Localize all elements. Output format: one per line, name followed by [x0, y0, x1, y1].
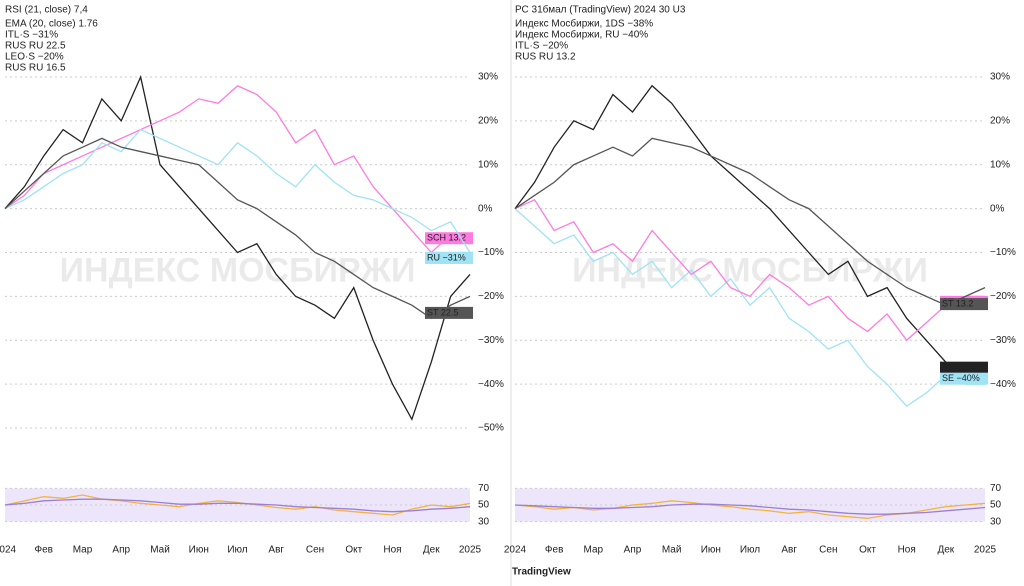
- legend-line: LEO·S −20%: [5, 52, 64, 63]
- x-tick-label: Июн: [701, 545, 721, 556]
- x-tick-label: Окт: [345, 545, 362, 556]
- y-tick-label: 70: [478, 483, 490, 494]
- series-line: [4, 137, 471, 320]
- x-tick-label: Сен: [819, 545, 837, 556]
- x-tick-label: Дек: [423, 545, 440, 556]
- x-tick-label: Июл: [227, 545, 247, 556]
- y-tick-label: 70: [990, 483, 1002, 494]
- y-tick-label: 0%: [478, 203, 493, 214]
- series-line: [514, 84, 986, 385]
- x-tick-label: Ноя: [383, 545, 401, 556]
- legend-line: EMA (20, close) 1.76: [5, 19, 98, 30]
- x-tick-label: Апр: [624, 545, 642, 556]
- chart-title: RSI (21, close) 7,4: [5, 5, 88, 16]
- price-tag: [425, 306, 473, 319]
- x-tick-label: Май: [662, 545, 682, 556]
- watermark: ИНДЕКС МОСБИРЖИ: [60, 251, 416, 289]
- price-tag-label: RU −38%: [942, 362, 981, 372]
- series-line: [514, 199, 985, 342]
- y-tick-label: −20%: [990, 291, 1016, 302]
- price-tag-label: SCH 13.2: [427, 233, 466, 243]
- x-tick-label: Июл: [740, 545, 760, 556]
- y-tick-label: −30%: [478, 335, 504, 346]
- x-tick-label: Окт: [859, 545, 876, 556]
- y-tick-label: −10%: [478, 247, 504, 258]
- y-tick-label: 10%: [478, 159, 498, 170]
- price-tag: [940, 361, 988, 374]
- y-tick-label: −20%: [478, 291, 504, 302]
- y-tick-label: 50: [478, 500, 490, 511]
- legend-line: Индекс Мосбиржи, 1DS −38%: [515, 18, 653, 30]
- legend-line: RUS RU 16.5: [5, 63, 66, 74]
- y-tick-label: −50%: [478, 423, 504, 434]
- series-line: [4, 498, 471, 513]
- series-line: [4, 74, 471, 421]
- legend-line: RUS RU 13.2: [515, 52, 576, 63]
- price-tag: [425, 252, 473, 264]
- price-tag: [940, 298, 988, 311]
- series-line: [514, 208, 985, 407]
- y-tick-label: 20%: [990, 115, 1010, 126]
- footer-logo: TradingView: [512, 567, 571, 578]
- price-tag: [425, 232, 473, 245]
- legend-line: Индекс Мосбиржи, RU −40%: [515, 29, 648, 41]
- price-tag-label: RU −31%: [427, 252, 466, 262]
- x-tick-label: Апр: [112, 545, 130, 556]
- x-tick-label: Сен: [306, 545, 324, 556]
- legend-line: RUS RU 22.5: [5, 41, 66, 52]
- legend-line: ITL·S −31%: [5, 30, 58, 41]
- series-line: [4, 494, 471, 516]
- y-tick-label: 10%: [990, 159, 1010, 170]
- y-tick-label: 50: [990, 500, 1002, 511]
- price-tag-label: ST 13.2: [942, 298, 973, 308]
- x-tick-label: Ноя: [898, 545, 916, 556]
- x-tick-label: Мар: [73, 545, 93, 556]
- y-tick-label: −40%: [990, 379, 1016, 390]
- x-tick-label: 2025: [459, 545, 482, 556]
- price-tag-label: SE −40%: [942, 373, 980, 383]
- x-tick-label: 2025: [974, 545, 997, 556]
- y-tick-label: 30: [478, 516, 490, 527]
- rsi-band: [5, 488, 470, 522]
- x-tick-label: Май: [150, 545, 170, 556]
- y-tick-label: 30: [990, 516, 1002, 527]
- x-tick-label: Фев: [35, 545, 53, 556]
- y-tick-label: −30%: [990, 335, 1016, 346]
- x-tick-label: Июн: [189, 545, 209, 556]
- chart-title: РС 31бмал (TradingView) 2024 30 U3: [515, 4, 686, 16]
- series-line: [514, 503, 986, 515]
- watermark: ИНДЕКС МОСБИРЖИ: [572, 251, 928, 289]
- y-tick-label: 0%: [990, 203, 1005, 214]
- y-tick-label: 30%: [478, 72, 498, 83]
- x-tick-label: Мар: [584, 545, 604, 556]
- series-line: [514, 137, 986, 306]
- price-tag-label: ST 22.5: [427, 307, 458, 317]
- x-tick-label: Дек: [937, 545, 954, 556]
- price-tag: [940, 372, 988, 385]
- x-tick-label: 2024: [0, 545, 17, 556]
- x-tick-label: Авг: [781, 545, 797, 556]
- x-tick-label: Фев: [545, 545, 563, 556]
- y-tick-label: −10%: [990, 247, 1016, 258]
- y-tick-label: 20%: [478, 115, 498, 126]
- x-tick-label: 2024: [504, 545, 527, 556]
- legend-line: ITL·S −20%: [515, 41, 568, 52]
- y-tick-label: −40%: [478, 379, 504, 390]
- y-tick-label: 30%: [990, 72, 1010, 83]
- series-line: [4, 128, 471, 253]
- x-tick-label: Авг: [268, 545, 284, 556]
